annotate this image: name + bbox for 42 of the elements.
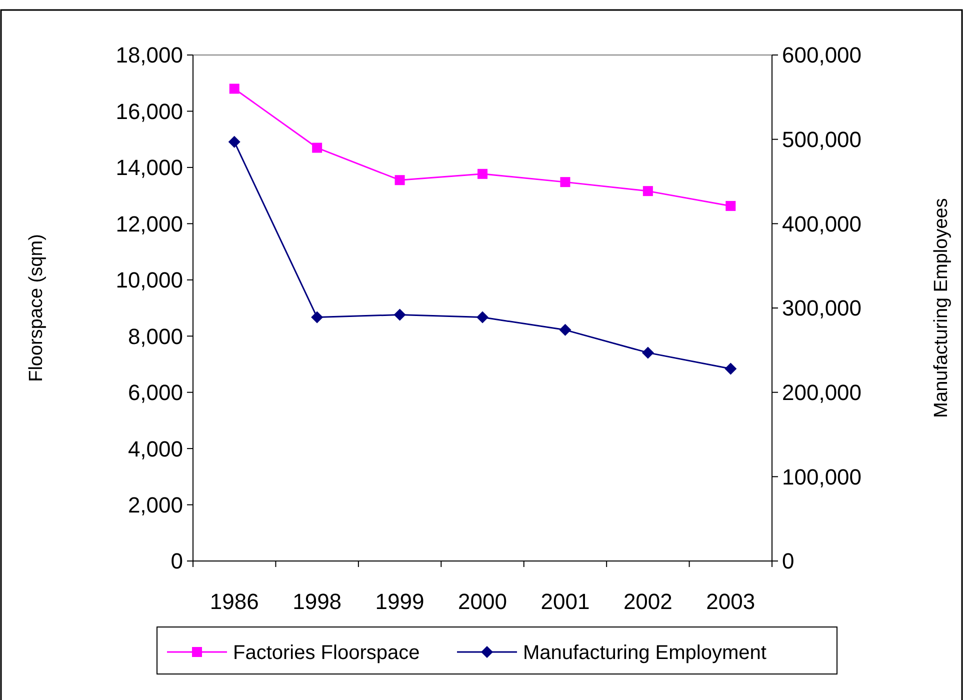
- y2-axis-title: Manufacturing Employees: [931, 198, 952, 418]
- x-tick-label: 2003: [706, 589, 756, 614]
- point: [228, 136, 240, 148]
- point: [642, 346, 654, 359]
- legend-label: Factories Floorspace: [233, 642, 420, 664]
- point: [726, 200, 736, 211]
- y-tick-label: 0: [170, 548, 183, 574]
- x-tick-label: 1999: [375, 589, 424, 614]
- point: [311, 311, 324, 324]
- y2-tick-label: 0: [782, 548, 794, 574]
- y2-tick-label: 200,000: [782, 380, 862, 406]
- y-tick-label: 18,000: [116, 42, 183, 68]
- x-tick-label: 1998: [292, 589, 342, 614]
- legend-label: Manufacturing Employment: [523, 642, 767, 664]
- y-tick-label: 12,000: [116, 211, 183, 236]
- y-axis-title: Floorspace (sqm): [26, 234, 47, 382]
- x-tick-label: 1986: [210, 589, 259, 614]
- point: [394, 175, 405, 186]
- point: [560, 177, 570, 188]
- point: [476, 311, 488, 324]
- y-tick-label: 8,000: [128, 324, 183, 349]
- y2-tick-label: 500,000: [782, 127, 862, 152]
- point: [642, 186, 653, 196]
- x-tick-label: 2002: [623, 589, 672, 614]
- x-tick-label: 2000: [458, 589, 507, 614]
- point: [478, 168, 488, 179]
- y-tick-label: 16,000: [116, 98, 183, 124]
- point: [394, 308, 406, 321]
- y-tick-label: 4,000: [128, 436, 183, 462]
- point: [724, 362, 737, 375]
- y2-tick-label: 400,000: [782, 211, 862, 236]
- x-tick-label: 2001: [540, 589, 590, 614]
- point: [312, 142, 322, 153]
- y2-tick-label: 600,000: [782, 42, 862, 68]
- y2-tick-label: 100,000: [782, 464, 862, 490]
- y-tick-label: 6,000: [128, 380, 183, 406]
- y2-tick-label: 300,000: [782, 296, 862, 321]
- y-tick-label: 14,000: [116, 155, 183, 180]
- point: [229, 84, 240, 94]
- point: [559, 324, 572, 336]
- y-tick-label: 2,000: [128, 492, 183, 518]
- y-tick-label: 10,000: [116, 268, 183, 293]
